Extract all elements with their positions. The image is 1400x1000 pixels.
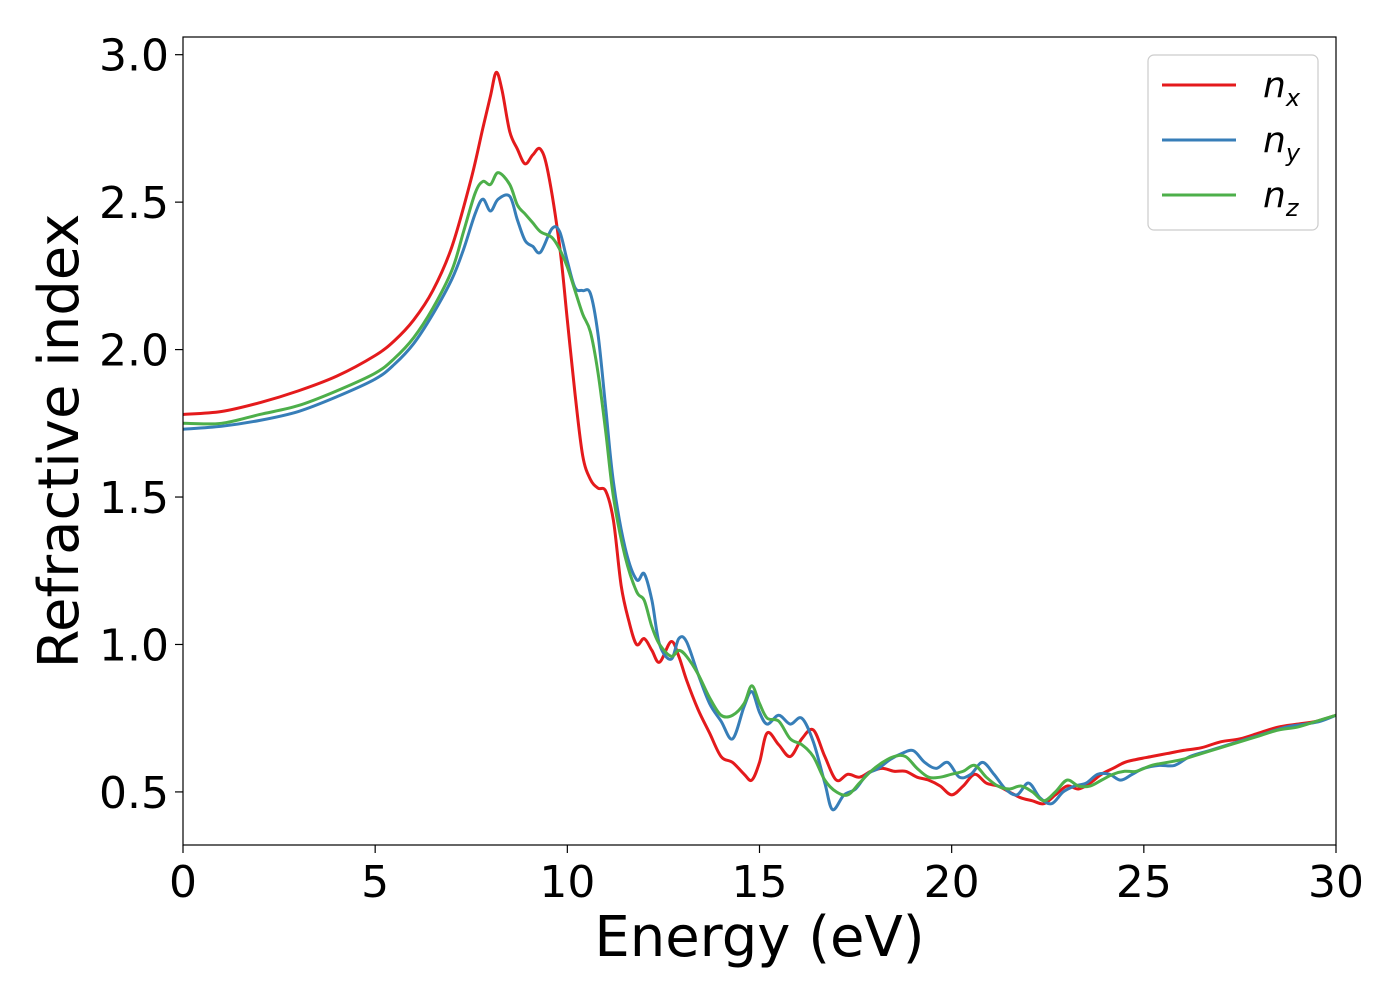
y-tick-label: 0.5 [99,768,169,819]
legend-label-x: nx [1263,65,1301,112]
x-tick-label: 0 [169,857,197,908]
y-tick-label: 3.0 [99,31,169,82]
y-axis-label: Refractive index [27,214,92,669]
y-tick-label: 2.5 [99,178,169,229]
y-tick-label: 2.0 [99,326,169,377]
series-lines [182,70,1337,812]
series-line-z [182,171,1337,803]
x-tick-label: 30 [1308,857,1364,908]
x-tick-label: 15 [732,857,788,908]
axis-ticks: 0 5 10 15 20 25 30 0.5 1.0 1.5 2.0 2.5 3.0 [99,31,1364,908]
x-tick-label: 10 [539,857,595,908]
series-line-y [182,193,1337,812]
legend-label-y: ny [1263,120,1301,167]
legend-label-z: nz [1263,175,1300,222]
series-line-x [182,70,1337,806]
x-tick-label: 5 [361,857,389,908]
y-tick-label: 1.0 [99,620,169,671]
legend-box [1147,54,1319,231]
x-tick-label: 20 [924,857,980,908]
x-tick-label: 25 [1116,857,1172,908]
x-axis-label: Energy (eV) [594,905,924,970]
y-tick-label: 1.5 [99,473,169,524]
legend: nx ny nz [1147,54,1319,231]
